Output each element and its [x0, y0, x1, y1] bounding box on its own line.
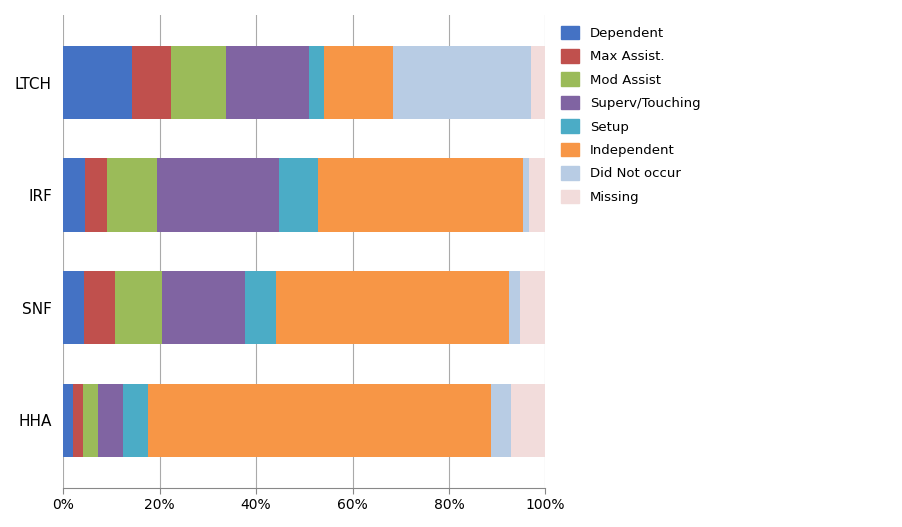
Bar — [318, 159, 523, 231]
Bar — [148, 384, 491, 456]
Bar — [98, 384, 123, 456]
Bar — [132, 46, 171, 119]
Bar — [84, 271, 115, 344]
Bar — [83, 384, 98, 456]
Bar — [520, 271, 546, 344]
Bar — [491, 384, 511, 456]
Bar — [393, 46, 530, 119]
Bar — [123, 384, 148, 456]
Bar — [324, 46, 393, 119]
Bar — [107, 159, 157, 231]
Bar — [73, 384, 83, 456]
Bar — [171, 46, 226, 119]
Bar — [244, 271, 276, 344]
Legend: Dependent, Max Assist., Mod Assist, Superv/Touching, Setup, Independent, Did Not: Dependent, Max Assist., Mod Assist, Supe… — [557, 22, 704, 208]
Bar — [509, 271, 520, 344]
Bar — [161, 271, 244, 344]
Bar — [276, 271, 509, 344]
Bar — [63, 159, 86, 231]
Bar — [86, 159, 107, 231]
Bar — [511, 384, 546, 456]
Bar — [226, 46, 309, 119]
Bar — [529, 159, 546, 231]
Bar — [115, 271, 161, 344]
Bar — [309, 46, 324, 119]
Bar — [523, 159, 529, 231]
Bar — [530, 46, 546, 119]
Bar — [63, 384, 73, 456]
Bar — [63, 46, 132, 119]
Bar — [280, 159, 318, 231]
Bar — [63, 271, 84, 344]
Bar — [157, 159, 280, 231]
